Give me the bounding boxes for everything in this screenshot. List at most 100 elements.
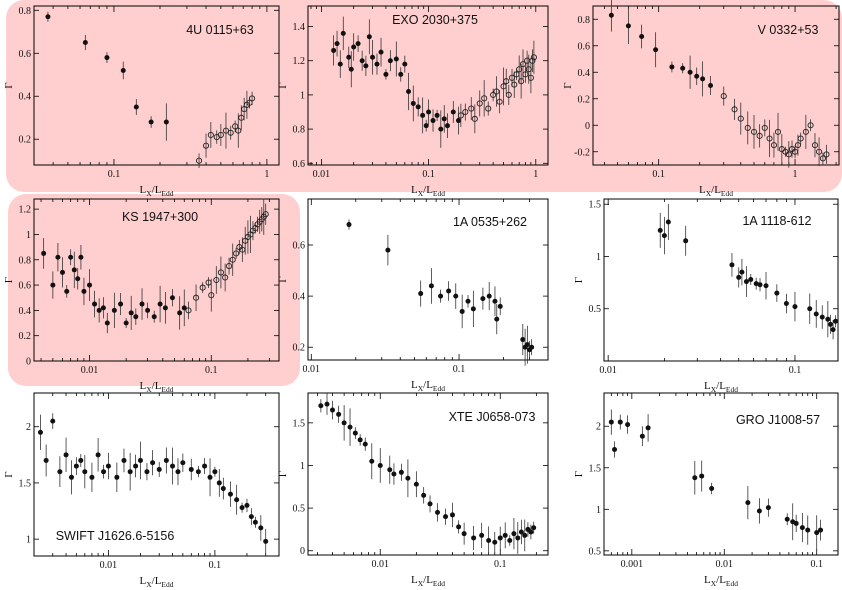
x-axis-label: LX/LEdd [411,184,445,198]
data-point [95,452,101,458]
data-point-open [807,122,814,129]
y-tick-label: 0 [585,121,590,132]
plot-frame [33,392,280,557]
data-point [387,467,393,473]
y-tick-label: 1.2 [19,205,32,216]
data-point-open [217,131,224,138]
data-point [37,429,43,435]
data-point [346,54,352,60]
data-point [170,463,176,469]
y-tick-label: 2 [596,422,601,433]
x-tick-label: 0.01 [303,364,321,375]
data-point [362,441,368,447]
data-point [427,501,433,507]
data-point [739,269,745,275]
data-point [75,276,81,282]
plot-frame [592,5,840,166]
data-point [792,304,798,310]
data-point [818,527,824,533]
data-point [387,58,393,64]
data-point [41,250,47,256]
data-point-open [207,131,214,138]
y-tick-label: 0.6 [293,159,306,170]
data-point [137,457,143,463]
panel-7: 0.01 0.1 1 1.5 2 SWIFT J1626.6-5156 LX/LEdd Γ [3,392,280,589]
data-point [244,502,250,508]
data-point [497,303,503,309]
data-point [774,290,780,296]
data-point [745,500,751,506]
data-point [828,321,834,327]
data-point [661,233,667,239]
data-point [96,307,102,313]
data-point [43,457,49,463]
data-point [82,40,88,46]
data-point [377,462,383,468]
data-point [351,44,357,50]
plot-frame [603,392,839,556]
x-axis-label: LX/LEdd [411,379,445,393]
data-point-open [750,128,758,135]
data-point-open [794,142,801,149]
data-point [329,407,335,413]
data-point-open [217,269,224,276]
y-tick-label: 0.2 [19,135,32,146]
data-point-open [527,74,534,81]
data-point-open [797,135,804,142]
data-point [486,538,492,544]
y-axis-label: Γ [562,82,574,88]
x-tick-label: 0.1 [205,365,218,376]
data-point-open [737,115,744,122]
y-tick-label: 0.5 [589,546,602,557]
data-point [502,532,508,538]
data-point [515,535,521,541]
data-point [814,530,820,536]
highlight-region-ks [8,194,300,386]
data-point [163,119,169,125]
data-point [73,463,79,469]
data-point [413,481,419,487]
data-point [148,119,154,125]
y-tick-label: 0.6 [19,281,32,292]
y-tick-label: 0.8 [293,125,306,136]
data-point [736,274,742,280]
y-tick-label: 0.5 [293,504,306,515]
panel-5: 0.01 0.1 0.2 0.4 0.6 1A 0535+262 LX/LEdd Γ [277,198,549,393]
data-point [318,403,324,409]
data-point [453,293,459,299]
data-point [78,254,84,260]
data-point [64,288,70,294]
data-point [383,71,389,77]
data-point-open [522,71,529,78]
data-point [708,83,714,88]
data-point [133,104,139,110]
data-point [639,433,645,439]
data-point [347,424,353,430]
data-point [756,508,762,514]
data-point [657,227,663,233]
panel-title: XTE J0658-073 [449,410,536,424]
data-point [694,73,700,79]
panel-4: 0.01 0.1 0 0.2 0.4 0.6 0.8 1 1.2 KS 1947+300 LX/LE… [3,198,280,394]
data-point [449,512,455,518]
x-tick-label: 0.1 [494,559,507,570]
data-point-open [202,142,210,149]
data-point [151,314,157,320]
y-tick-label: 1.5 [589,463,602,474]
data-point [420,112,426,118]
data-point-open [262,211,269,218]
data-point [511,531,517,537]
data-point [227,491,233,497]
data-point [653,47,659,53]
y-tick-label: 0.4 [578,68,591,79]
data-point [757,282,763,288]
data-point [68,254,74,260]
data-point [625,422,631,428]
y-tick-label: 0.2 [578,94,591,105]
panel-title: GRO J1008-57 [736,413,820,427]
y-axis-label: Γ [573,277,585,283]
data-point [687,69,693,75]
data-point [529,344,535,350]
data-point [212,469,218,475]
data-point [406,88,412,94]
